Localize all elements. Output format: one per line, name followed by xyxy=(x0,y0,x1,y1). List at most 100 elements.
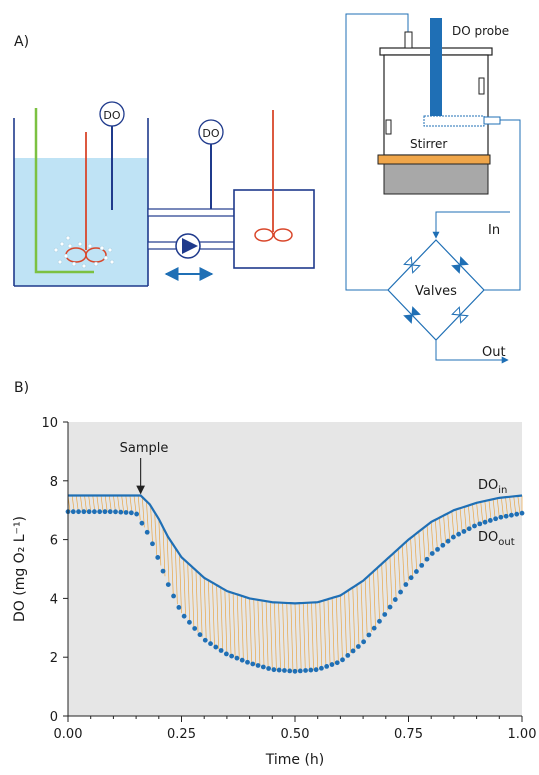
y-tick-label: 10 xyxy=(41,416,58,431)
hatch-line xyxy=(410,537,413,576)
data-point-doout xyxy=(123,510,129,515)
hatch-line xyxy=(294,603,298,672)
inlet-line xyxy=(432,211,510,239)
hatch-line xyxy=(352,587,356,650)
data-point-doout xyxy=(160,568,166,574)
hatch-line xyxy=(236,594,240,660)
data-point-doout xyxy=(493,516,498,522)
do-probe-label: DO probe xyxy=(452,24,509,38)
hatch-line xyxy=(377,567,380,622)
data-point-doout xyxy=(113,509,118,515)
hatch-line xyxy=(191,566,195,628)
hatch-line xyxy=(509,496,513,516)
hatch-line xyxy=(269,601,273,670)
hatch-line xyxy=(286,602,290,671)
data-point-doout xyxy=(324,664,330,669)
data-point-doout xyxy=(392,597,398,602)
tube-probe-marker-label: DO xyxy=(202,127,219,140)
hatch-line xyxy=(468,505,471,529)
main-tank: DO xyxy=(13,101,149,287)
data-point-doout xyxy=(192,626,198,631)
hatch-line xyxy=(170,541,174,596)
y-axis-label: DO (mg O₂ L⁻¹) xyxy=(12,516,28,622)
data-point-doout xyxy=(260,664,266,670)
panel-b: B) 0 2 4 6 8 10 0.00 0.25 0.50 0.75 1.00 Time (h)… xyxy=(12,380,536,768)
bubbles xyxy=(53,235,115,269)
plot-background xyxy=(68,422,522,716)
hatch-line xyxy=(434,519,438,550)
data-point-doout xyxy=(97,509,103,515)
data-point-doout xyxy=(187,619,192,625)
data-point-doout xyxy=(472,523,477,529)
hatch-line xyxy=(447,513,451,540)
panel-a: A) DO xyxy=(13,13,521,364)
data-point-doout xyxy=(181,613,187,619)
measurement-cell: DO probe Stirrer xyxy=(345,13,521,291)
y-tick-label: 8 xyxy=(50,475,58,490)
data-point-doout xyxy=(408,575,414,581)
data-point-doout xyxy=(482,519,488,525)
x-tick-label: 0.25 xyxy=(167,727,196,742)
hatch-line xyxy=(401,545,405,587)
hatch-line xyxy=(480,501,484,523)
hatch-line xyxy=(117,495,120,513)
data-point-doout xyxy=(155,555,161,560)
data-point-doout xyxy=(92,509,97,515)
hatch-line xyxy=(492,499,496,519)
data-point-doout xyxy=(276,667,282,673)
data-point-doout xyxy=(377,618,382,624)
hatch-line xyxy=(298,603,302,671)
hatch-line xyxy=(241,595,244,661)
hatch-line xyxy=(232,593,236,658)
hatch-line xyxy=(422,528,426,562)
data-point-doout xyxy=(329,662,335,667)
legend-doin-name: DO xyxy=(478,478,498,493)
data-point-doout xyxy=(223,651,229,657)
hatch-line xyxy=(80,495,83,512)
hatch-line xyxy=(104,495,108,512)
hatch-line xyxy=(472,504,475,527)
valve-upper-right xyxy=(451,256,469,274)
small-vessel-box xyxy=(233,189,315,269)
hatch-line xyxy=(340,595,343,660)
data-point-doout xyxy=(461,529,467,534)
data-point-doout xyxy=(297,668,303,674)
hatch-line xyxy=(253,599,257,665)
hatch-line xyxy=(146,501,149,535)
data-point-doout xyxy=(134,511,140,517)
hatch-line xyxy=(224,589,228,655)
hatch-line xyxy=(488,500,492,521)
hatch-line xyxy=(307,602,310,671)
cell-tab-right xyxy=(478,77,485,95)
hatch-line xyxy=(315,602,319,670)
x-axis-label: Time (h) xyxy=(265,752,325,768)
hatch-line xyxy=(364,578,368,638)
data-point-doout xyxy=(250,661,256,667)
stirrer-label: Stirrer xyxy=(410,137,447,151)
tubing-left xyxy=(345,13,409,291)
data-point-doout xyxy=(271,667,277,673)
hatch-line xyxy=(418,531,422,567)
hatch-line xyxy=(187,562,191,623)
data-point-doout xyxy=(266,666,271,671)
do-probe-icon xyxy=(430,18,442,118)
hatch-line xyxy=(513,496,517,515)
data-point-doout xyxy=(303,668,308,673)
hatch-line xyxy=(517,495,521,514)
data-point-doout xyxy=(514,511,520,517)
do-probe-marker-label: DO xyxy=(103,109,120,122)
tank-water xyxy=(14,158,148,286)
legend-doout-name: DO xyxy=(478,530,498,545)
hatch-line xyxy=(96,495,100,512)
in-label: In xyxy=(488,223,500,238)
hatch-line xyxy=(302,602,306,671)
valve-lower-left xyxy=(403,306,421,324)
hatch-line xyxy=(278,602,281,671)
hatch-line xyxy=(88,495,92,512)
hatch-line xyxy=(414,534,418,572)
x-tick-label: 1.00 xyxy=(508,727,537,742)
hatch-line xyxy=(451,511,455,537)
x-tick-label: 0.75 xyxy=(394,727,423,742)
hatch-line xyxy=(274,602,277,670)
hatch-line xyxy=(459,508,463,533)
